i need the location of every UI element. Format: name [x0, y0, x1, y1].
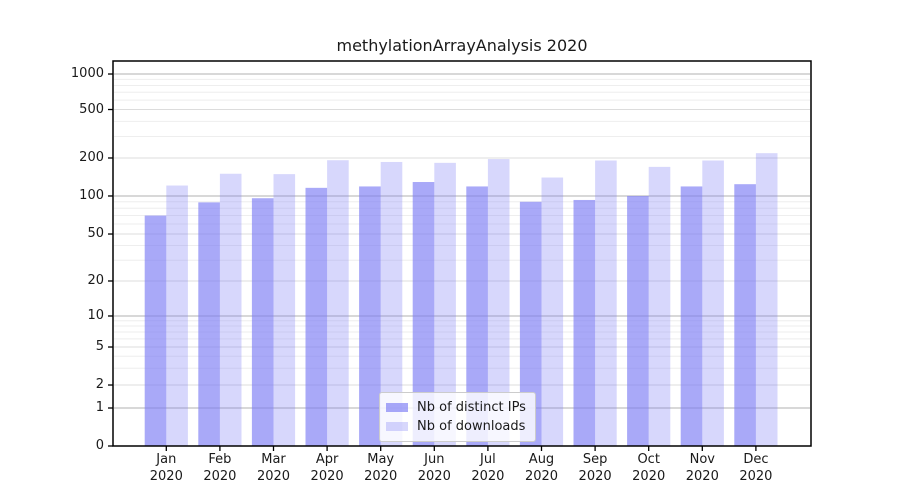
bar-downloads-mar — [273, 174, 296, 446]
bar-distinct-ips-apr — [305, 187, 328, 446]
bar-distinct-ips-aug — [519, 201, 542, 446]
bar-downloads-sep — [595, 160, 617, 446]
legend-label-downloads: Nb of downloads — [417, 419, 526, 434]
bar-distinct-ips-jun — [412, 182, 435, 446]
x-tick-label-feb: Feb 2020 — [203, 452, 237, 484]
y-tick-label-0: 0 — [95, 438, 104, 453]
y-tick-label-20: 20 — [87, 272, 104, 288]
y-tick-label-500: 500 — [79, 101, 104, 117]
x-tick-label-oct: Oct 2020 — [632, 452, 666, 484]
y-tick-label-50: 50 — [87, 226, 104, 242]
bar-downloads-apr — [327, 160, 349, 447]
bars — [144, 153, 778, 447]
bar-downloads-dec — [755, 153, 778, 447]
x-tick-label-jun: Jun 2020 — [417, 452, 451, 484]
bar-downloads-nov — [702, 160, 724, 446]
y-tick-label-10: 10 — [87, 307, 104, 323]
x-tick-label-jul: Jul 2020 — [471, 452, 505, 484]
legend-item-distinct-ips: Nb of distinct IPs — [386, 398, 526, 417]
bar-downloads-aug — [541, 177, 564, 446]
x-tick-label-sep: Sep 2020 — [578, 452, 612, 484]
bar-distinct-ips-feb — [198, 202, 220, 446]
y-tick-label-5: 5 — [95, 339, 104, 355]
legend: Nb of distinct IPs Nb of downloads — [379, 392, 536, 442]
x-tick-label-aug: Aug 2020 — [524, 452, 559, 484]
bar-downloads-oct — [648, 166, 671, 447]
bar-distinct-ips-jan — [144, 215, 167, 446]
bar-distinct-ips-sep — [573, 199, 596, 446]
legend-swatch-distinct-ips — [386, 403, 408, 412]
bar-distinct-ips-mar — [251, 198, 274, 446]
y-tick-label-200: 200 — [79, 149, 104, 165]
x-tick-label-nov: Nov 2020 — [685, 452, 719, 484]
chart-title: methylationArrayAnalysis 2020 — [336, 36, 588, 55]
x-tick-label-jan: Jan 2020 — [149, 452, 183, 484]
bar-distinct-ips-may — [359, 186, 381, 446]
x-tick-label-dec: Dec 2020 — [739, 452, 773, 484]
legend-item-downloads: Nb of downloads — [386, 417, 526, 436]
x-tick-label-may: May 2020 — [364, 452, 398, 484]
bar-downloads-jun — [434, 162, 456, 446]
y-tick-label-1: 1 — [95, 400, 104, 415]
bar-downloads-jul — [487, 159, 510, 446]
y-tick-label-2: 2 — [95, 377, 104, 393]
legend-label-distinct-ips: Nb of distinct IPs — [417, 400, 526, 415]
bar-distinct-ips-nov — [680, 186, 703, 446]
legend-swatch-downloads — [386, 422, 408, 431]
bar-downloads-may — [380, 161, 403, 446]
bar-distinct-ips-dec — [734, 184, 756, 446]
plot-frame — [112, 60, 812, 447]
tick-marks — [108, 73, 757, 451]
bar-distinct-ips-jul — [466, 186, 488, 446]
bar-distinct-ips-oct — [627, 195, 649, 446]
bar-downloads-jan — [166, 185, 188, 446]
x-tick-label-mar: Mar 2020 — [256, 452, 291, 484]
y-tick-label-1000: 1000 — [70, 66, 104, 81]
y-tick-label-100: 100 — [79, 187, 104, 203]
x-tick-label-apr: Apr 2020 — [310, 452, 344, 484]
bar-downloads-feb — [219, 173, 242, 446]
